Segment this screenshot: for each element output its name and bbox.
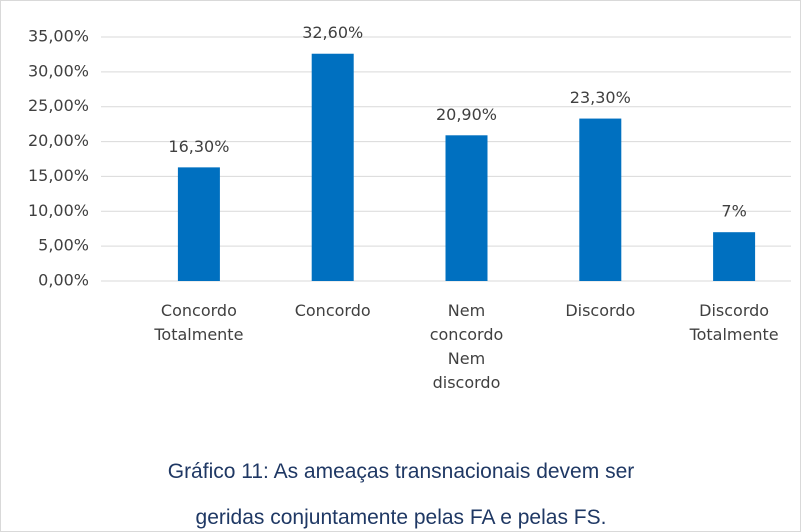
x-tick-label: Nem concordo Nem discordo <box>430 301 504 392</box>
value-label: 23,30% <box>570 88 631 107</box>
y-tick-label: 20,00% <box>28 131 89 150</box>
value-label: 32,60% <box>302 23 363 42</box>
bar <box>713 232 756 281</box>
bar <box>177 167 220 281</box>
bar <box>311 53 354 281</box>
value-label: 16,30% <box>168 137 229 156</box>
y-tick-label: 35,00% <box>28 27 89 46</box>
y-tick-label: 30,00% <box>28 61 89 80</box>
value-label: 7% <box>721 202 746 221</box>
bar <box>445 135 488 281</box>
y-tick-label: 5,00% <box>38 236 89 255</box>
value-label: 20,90% <box>436 105 497 124</box>
caption: Gráfico 11: As ameaças transnacionais de… <box>167 460 635 529</box>
x-tick-label: Discordo <box>565 301 635 320</box>
y-tick-label: 0,00% <box>38 271 89 290</box>
x-tick-label: Discordo Totalmente <box>689 301 779 344</box>
y-tick-label: 15,00% <box>28 166 89 185</box>
y-tick-label: 25,00% <box>28 96 89 115</box>
bar <box>579 118 622 282</box>
x-tick-label: Concordo Totalmente <box>153 301 243 344</box>
x-tick-label: Concordo <box>295 301 371 320</box>
y-tick-label: 10,00% <box>28 201 89 220</box>
